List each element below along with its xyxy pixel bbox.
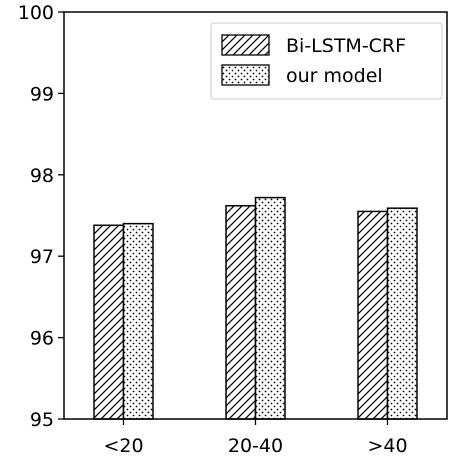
y-tick-label: 96: [30, 328, 54, 350]
bar-bi-lstm-crf-1: [225, 204, 257, 420]
legend-label: Bi-LSTM-CRF: [286, 35, 406, 57]
bars-layer: [93, 196, 418, 420]
bar-our-model-2: [386, 207, 418, 420]
y-tick-label: 100: [18, 2, 54, 24]
x-tick-label: >40: [367, 435, 407, 457]
y-tick-label: 95: [30, 409, 54, 431]
legend-swatch: [221, 34, 270, 56]
y-tick-label: 97: [30, 246, 54, 268]
x-tick-label: 20-40: [228, 435, 283, 457]
bar-our-model-0: [122, 222, 154, 420]
bar-bi-lstm-crf-0: [93, 224, 125, 420]
y-tick-label: 99: [30, 83, 54, 105]
x-axis: <20 20-40 >40: [103, 419, 408, 457]
y-axis: 95 96 97 98 99 100: [18, 2, 64, 431]
legend: Bi-LSTM-CRF our model: [210, 22, 443, 100]
legend-label: our model: [286, 65, 383, 87]
x-tick-label: <20: [103, 435, 143, 457]
legend-swatch: [221, 64, 270, 86]
y-tick-label: 98: [30, 165, 54, 187]
bar-our-model-1: [254, 196, 286, 420]
bar-bi-lstm-crf-2: [357, 210, 389, 420]
